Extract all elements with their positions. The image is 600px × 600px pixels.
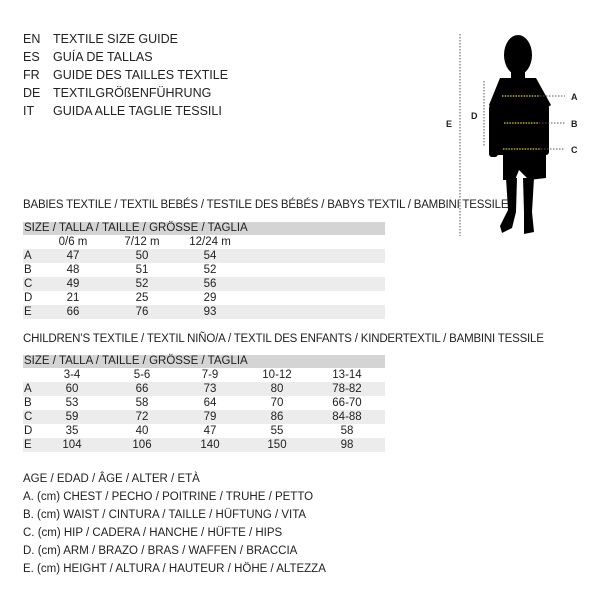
table-row: B 53 58 64 70 66-70	[23, 396, 385, 410]
row-label: D	[24, 425, 33, 437]
table-row: A 60 66 73 80 78-82	[23, 382, 385, 396]
legend-item: D. (cm) ARM / BRAZO / BRAS / WAFFEN / BR…	[23, 545, 298, 557]
row-label: B	[24, 264, 32, 276]
table-cell: 79	[203, 411, 217, 423]
silhouette-icon	[489, 35, 551, 234]
table-cell: 40	[135, 425, 149, 437]
table-row: C 59 72 79 86 84-88	[23, 410, 385, 424]
table-cell: 47	[203, 425, 217, 437]
row-label: E	[24, 439, 32, 451]
table-cell: 56	[203, 278, 217, 290]
row-label: C	[24, 278, 33, 290]
table-cell: 52	[135, 278, 149, 290]
size-label: 13-14	[332, 369, 362, 381]
table-cell: 29	[203, 292, 217, 304]
size-label: 7/12 m	[124, 236, 160, 248]
child-silhouette-figure: E D A B C	[446, 34, 578, 236]
table-cell: 78-82	[332, 383, 362, 395]
size-label: 7-9	[201, 369, 219, 381]
table-cell: 70	[270, 397, 284, 409]
table-cell: 54	[203, 250, 217, 262]
table-cell: 93	[203, 306, 217, 318]
table-row: D 21 25 29	[23, 291, 385, 305]
row-label: A	[24, 383, 32, 395]
label-d: D	[471, 111, 478, 121]
table-cell: 53	[65, 397, 79, 409]
table-cell: 73	[203, 383, 217, 395]
table-cell: 48	[66, 264, 80, 276]
table-cell: 58	[340, 425, 354, 437]
measure-lines	[502, 95, 565, 150]
table-cell: 21	[66, 292, 80, 304]
label-c: C	[571, 145, 578, 155]
label-e: E	[446, 119, 452, 129]
table-cell: 104	[62, 439, 82, 451]
table-cell: 66	[135, 383, 149, 395]
table-cell: 55	[270, 425, 284, 437]
babies-title: BABIES TEXTILE / TEXTIL BEBÉS / TESTILE …	[23, 199, 509, 211]
row-label: E	[24, 306, 32, 318]
table-row: E 66 76 93	[23, 305, 385, 319]
table-cell: 50	[135, 250, 149, 262]
size-label: 12/24 m	[189, 236, 231, 248]
table-cell: 84-88	[332, 411, 362, 423]
table-row: C 49 52 56	[23, 277, 385, 291]
table-cell: 76	[135, 306, 149, 318]
label-a: A	[571, 92, 578, 102]
table-cell: 49	[66, 278, 80, 290]
table-cell: 72	[135, 411, 149, 423]
table-header: SIZE / TALLA / TAILLE / GRÖSSE / TAGLIA	[23, 355, 385, 368]
table-cell: 66-70	[332, 397, 362, 409]
table-cell: 58	[135, 397, 149, 409]
table-cell: 47	[66, 250, 80, 262]
row-label: D	[24, 292, 33, 304]
legend-item: AGE / EDAD / ÂGE / ALTER / ETÀ	[23, 473, 200, 485]
table-cell: 59	[65, 411, 79, 423]
table-cell: 150	[267, 439, 287, 451]
babies-table: SIZE / TALLA / TAILLE / GRÖSSE / TAGLIA …	[23, 222, 385, 319]
legend-item: B. (cm) WAIST / CINTURA / TAILLE / HÜFTU…	[23, 509, 307, 521]
table-row: D 35 40 47 55 58	[23, 424, 385, 438]
size-row: 3-4 5-6 7-9 10-12 13-14	[23, 368, 385, 382]
table-header: SIZE / TALLA / TAILLE / GRÖSSE / TAGLIA	[23, 222, 385, 235]
table-cell: 86	[270, 411, 284, 423]
size-label: 0/6 m	[58, 236, 88, 248]
table-cell: 64	[203, 397, 217, 409]
table-cell: 66	[66, 306, 80, 318]
legend-item: C. (cm) HIP / CADERA / HANCHE / HÜFTE / …	[23, 527, 283, 539]
children-table: SIZE / TALLA / TAILLE / GRÖSSE / TAGLIA …	[23, 355, 385, 452]
legend-item: E. (cm) HEIGHT / ALTURA / HAUTEUR / HÖHE…	[23, 563, 326, 575]
table-cell: 52	[203, 264, 217, 276]
table-row: A 47 50 54	[23, 249, 385, 263]
row-label: A	[24, 250, 32, 262]
size-label: 5-6	[133, 369, 151, 381]
table-row: B 48 51 52	[23, 263, 385, 277]
table-cell: 80	[270, 383, 284, 395]
table-row: E 104 106 140 150 98	[23, 438, 385, 452]
table-cell: 60	[65, 383, 79, 395]
table-cell: 25	[135, 292, 149, 304]
row-label: B	[24, 397, 32, 409]
size-row: 0/6 m 7/12 m 12/24 m	[23, 235, 385, 249]
table-cell: 106	[132, 439, 152, 451]
size-label: 10-12	[262, 369, 292, 381]
table-cell: 140	[200, 439, 220, 451]
size-label: 3-4	[63, 369, 81, 381]
row-label: C	[24, 411, 33, 423]
legend-item: A. (cm) CHEST / PECHO / POITRINE / TRUHE…	[23, 491, 314, 503]
table-cell: 51	[135, 264, 149, 276]
table-cell: 35	[65, 425, 79, 437]
label-b: B	[571, 119, 578, 129]
children-title: CHILDREN’S TEXTILE / TEXTIL NIÑO/A / TEX…	[23, 333, 544, 345]
table-cell: 98	[340, 439, 354, 451]
